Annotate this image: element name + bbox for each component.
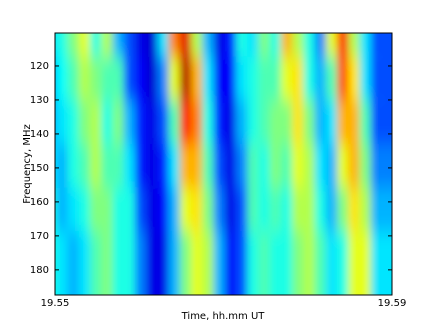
heatmap-cell xyxy=(370,231,392,295)
y-tick-label: 130 xyxy=(30,95,49,106)
plot-frame xyxy=(54,32,393,296)
y-tick-label: 180 xyxy=(30,265,49,276)
heatmap xyxy=(55,33,392,295)
y-tick-label: 150 xyxy=(30,163,49,174)
y-tick-label: 170 xyxy=(30,231,49,242)
x-axis-label: Time, hh.mm UT xyxy=(181,311,266,322)
y-tick-label: 120 xyxy=(30,61,49,72)
x-tick-label: 19.59 xyxy=(378,298,407,309)
y-axis-label: Frequency, MHz xyxy=(22,124,33,203)
x-tick-label: 19.55 xyxy=(41,298,70,309)
y-tick-label: 160 xyxy=(30,197,49,208)
y-tick-label: 140 xyxy=(30,129,49,140)
